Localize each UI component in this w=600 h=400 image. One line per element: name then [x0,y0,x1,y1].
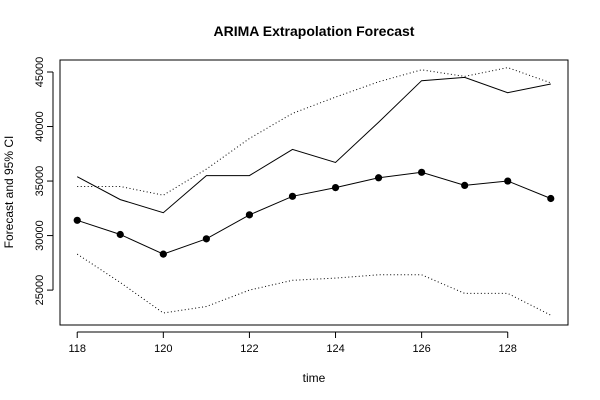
y-tick-label: 30000 [34,220,46,251]
x-tick-label: 126 [412,343,430,355]
forecast-point [288,192,297,200]
upper-ci-line [77,67,551,196]
forecast-point [73,216,81,224]
x-tick-label: 120 [154,343,172,355]
axes: 118 120 122 124 126 128 25000 30000 35000 40000 45… [34,57,517,355]
forecast-point [202,235,210,243]
forecast-point [504,177,512,185]
lower-ci-line [76,253,552,316]
forecast-point [245,211,254,219]
x-tick-label: 128 [499,343,517,355]
y-axis-label: Forecast and 95% CI [2,136,16,249]
forecast-line [77,171,551,255]
series-group [73,67,555,316]
x-tick-label: 118 [68,343,86,355]
forecast-point [547,194,555,203]
x-tick-label: 124 [326,343,344,355]
forecast-point [461,181,469,190]
forecast-point [418,168,426,176]
forecast-point [116,230,124,239]
forecast-point [331,183,340,192]
forecast-point [374,174,383,182]
y-tick-label: 45000 [34,57,46,88]
x-tick-label: 122 [240,343,258,355]
y-tick-label: 35000 [34,166,46,197]
plot-frame [59,59,569,326]
forecast-point [159,250,167,258]
x-axis-label: time [303,371,326,385]
actual-line [76,76,551,214]
chart-title: ARIMA Extrapolation Forecast [214,23,415,39]
y-tick-label: 40000 [34,111,46,142]
y-tick-label: 25000 [34,275,46,306]
